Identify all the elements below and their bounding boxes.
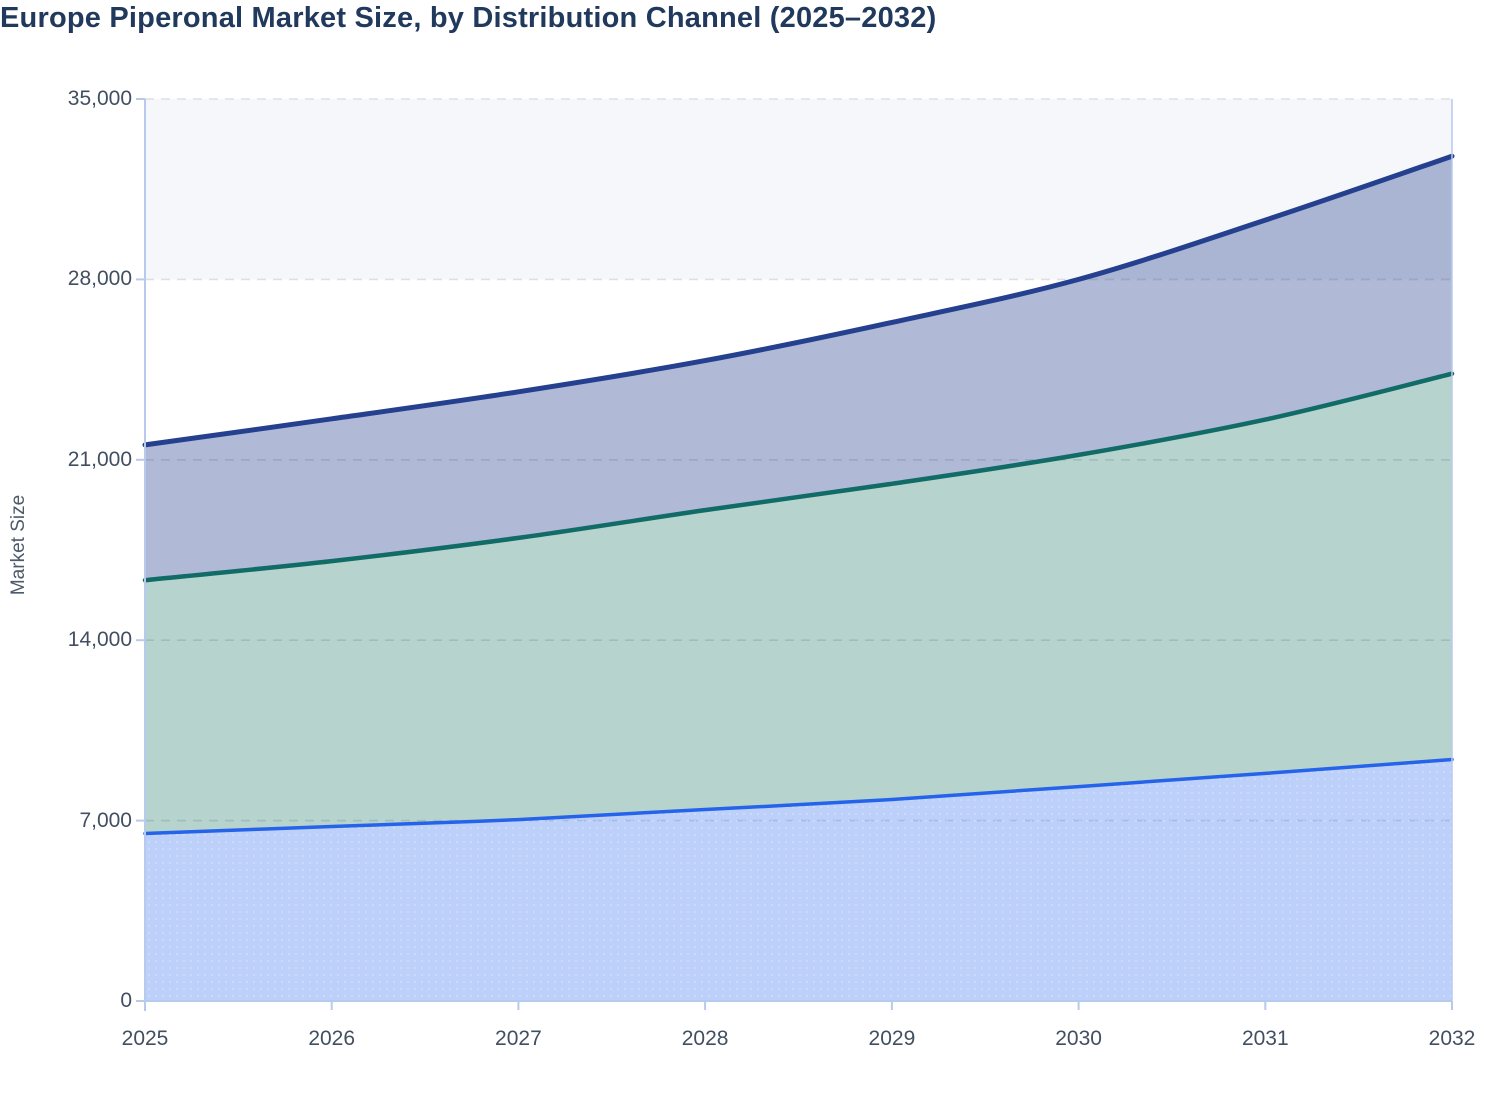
x-tick-label: 2025	[121, 1027, 169, 1050]
x-tick-label: 2030	[1055, 1027, 1102, 1050]
x-tick-label: 2026	[308, 1027, 356, 1050]
chart-title: Europe Piperonal Market Size, by Distrib…	[0, 2, 937, 34]
x-tick-label: 2027	[495, 1027, 542, 1050]
y-tick-label: 35,000	[67, 87, 132, 110]
area-dots	[145, 759, 1452, 1001]
y-tick-label: 21,000	[67, 447, 132, 471]
y-tick-label: 28,000	[67, 267, 132, 291]
line-middle-series-teal	[142, 371, 1455, 583]
x-tick-label: 2031	[1241, 1027, 1289, 1050]
area-top-series-navy	[145, 156, 1452, 581]
line-top-series-navy	[142, 153, 1455, 448]
x-tick-label: 2032	[1428, 1027, 1476, 1050]
line-bottom-series-blue	[143, 757, 1454, 836]
area-middle-series-teal	[145, 373, 1452, 834]
y-tick-label: 14,000	[67, 628, 132, 652]
x-tick-label: 2029	[868, 1027, 916, 1050]
x-tick-label: 2028	[681, 1027, 729, 1050]
y-tick-label: 0	[120, 989, 132, 1012]
top-band	[145, 99, 1452, 280]
y-tick-label: 7,000	[79, 808, 132, 832]
